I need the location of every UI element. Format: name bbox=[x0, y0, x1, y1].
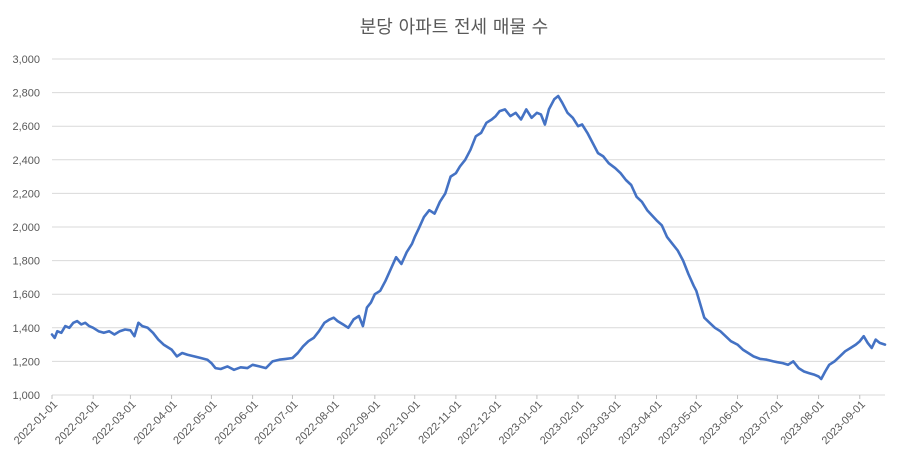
y-tick-label: 3,000 bbox=[12, 54, 40, 66]
y-tick-label: 2,200 bbox=[12, 188, 40, 200]
chart-title: 분당 아파트 전세 매물 수 bbox=[360, 17, 549, 38]
y-tick-label: 2,800 bbox=[12, 88, 40, 100]
y-tick-label: 1,000 bbox=[12, 390, 40, 402]
y-tick-label: 2,400 bbox=[12, 155, 40, 167]
y-tick-label: 2,600 bbox=[12, 121, 40, 133]
y-tick-label: 1,800 bbox=[12, 256, 40, 268]
gridlines bbox=[52, 58, 885, 396]
y-tick-label: 1,400 bbox=[12, 323, 40, 335]
y-tick-label: 1,200 bbox=[12, 356, 40, 368]
y-tick-label: 2,000 bbox=[12, 222, 40, 234]
x-axis-ticks: 2022-01-012022-02-012022-03-012022-04-01… bbox=[12, 395, 868, 447]
x-tick-label: 2022-10-01 bbox=[375, 399, 423, 447]
y-axis-ticks: 1,000 1,200 1,400 1,600 1,800 2,000 2,200 2,400… bbox=[12, 54, 40, 402]
series-layer bbox=[50, 94, 887, 381]
x-tick-label: 2023-09-01 bbox=[820, 399, 868, 447]
series-line bbox=[50, 94, 887, 381]
y-tick-label: 1,600 bbox=[12, 289, 40, 301]
